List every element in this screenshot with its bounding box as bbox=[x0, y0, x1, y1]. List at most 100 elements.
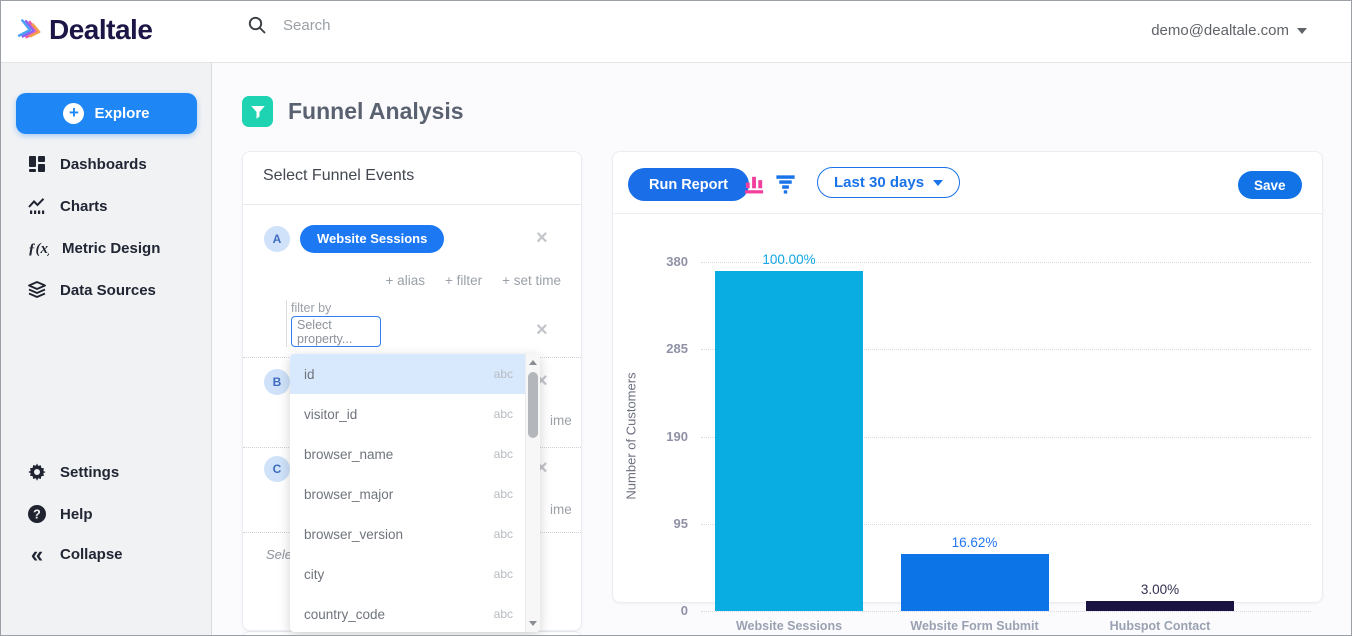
y-axis-tick: 0 bbox=[680, 603, 688, 618]
save-button[interactable]: Save bbox=[1238, 171, 1302, 199]
y-axis-tick: 190 bbox=[666, 428, 688, 444]
sidebar-item-label: Charts bbox=[60, 197, 108, 215]
step-actions: + alias + filter + set time bbox=[386, 273, 561, 288]
search-input[interactable] bbox=[283, 16, 613, 34]
percent-label: 100.00% bbox=[762, 252, 816, 268]
set-time-link-partial[interactable]: ime bbox=[550, 502, 572, 517]
set-time-link[interactable]: + set time bbox=[502, 273, 561, 288]
chevron-down-icon bbox=[1297, 27, 1307, 34]
y-axis-title: Number of Customers bbox=[623, 372, 639, 500]
funnel-bar-1[interactable] bbox=[715, 271, 863, 611]
sidebar-item-label: Metric Design bbox=[62, 239, 161, 257]
x-axis-category-label: Website Sessions bbox=[735, 619, 843, 633]
property-name: country_code bbox=[304, 606, 386, 622]
dealtale-logo[interactable]: Dealtale bbox=[15, 14, 153, 46]
panel-title: Select Funnel Events bbox=[263, 167, 415, 184]
select-funnel-events-panel: Select Funnel Events A Website Sessions … bbox=[242, 151, 582, 632]
property-name: browser_major bbox=[304, 486, 394, 502]
scroll-down-icon[interactable] bbox=[529, 621, 537, 626]
dropdown-item-id[interactable]: id abc bbox=[290, 354, 525, 394]
property-type-badge: abc bbox=[493, 407, 513, 421]
gridline bbox=[701, 349, 1311, 351]
property-type-badge: abc bbox=[493, 447, 513, 461]
user-account-menu[interactable]: demo@dealtale.com bbox=[1151, 22, 1307, 39]
dropdown-item-browser_major[interactable]: browser_major abc bbox=[290, 474, 525, 514]
percent-label: 3.00% bbox=[1140, 581, 1180, 597]
run-report-button[interactable]: Run Report bbox=[628, 168, 749, 201]
chevron-down-icon bbox=[933, 179, 944, 186]
hint-text-truncated: Sele bbox=[266, 547, 293, 562]
sidebar-item-collapse[interactable]: « Collapse bbox=[1, 535, 211, 574]
gridline bbox=[701, 262, 1311, 263]
add-filter-link[interactable]: + filter bbox=[444, 273, 483, 288]
scrollbar-thumb[interactable] bbox=[528, 372, 538, 438]
y-axis-tick: 95 bbox=[673, 515, 688, 531]
dealtale-logo-icon bbox=[17, 18, 41, 39]
plus-icon: + bbox=[63, 103, 85, 124]
svg-text:?: ? bbox=[33, 507, 41, 521]
property-type-badge: abc bbox=[493, 367, 513, 381]
percent-label: 16.62% bbox=[951, 535, 998, 551]
property-name: city bbox=[304, 566, 325, 582]
dropdown-item-country_code[interactable]: country_code abc bbox=[290, 594, 525, 632]
y-axis-tick: 380 bbox=[666, 254, 688, 269]
funnel-view-icon[interactable] bbox=[774, 172, 797, 195]
settings-icon bbox=[28, 463, 46, 481]
main-content: Funnel Analysis Select Funnel Events A W… bbox=[212, 63, 1351, 635]
dropdown-scrollbar[interactable] bbox=[525, 354, 540, 632]
property-name: id bbox=[304, 366, 315, 382]
y-axis-tick: 285 bbox=[666, 341, 688, 357]
scroll-up-icon[interactable] bbox=[529, 360, 537, 365]
funnel-bar-3[interactable] bbox=[1086, 600, 1234, 611]
user-email: demo@dealtale.com bbox=[1151, 22, 1289, 39]
dropdown-item-browser_version[interactable]: browser_version abc bbox=[290, 514, 525, 554]
sidebar-item-label: Collapse bbox=[60, 546, 123, 563]
sidebar-footer: Settings ? Help « Collapse bbox=[1, 451, 211, 574]
dashboards-icon bbox=[29, 156, 45, 172]
sidebar-item-settings[interactable]: Settings bbox=[1, 451, 211, 493]
global-search[interactable] bbox=[247, 15, 667, 35]
explore-button[interactable]: + Explore bbox=[16, 93, 197, 134]
search-icon bbox=[248, 16, 266, 34]
select-property-input[interactable]: Select property... bbox=[291, 316, 381, 347]
page-title: Funnel Analysis bbox=[288, 98, 464, 124]
dropdown-item-browser_name[interactable]: browser_name abc bbox=[290, 434, 525, 474]
sidebar-item-dashboards[interactable]: Dashboards bbox=[1, 143, 211, 185]
step-badge-a: A bbox=[264, 226, 290, 252]
property-type-badge: abc bbox=[493, 487, 513, 501]
remove-event-icon[interactable]: × bbox=[536, 370, 548, 392]
explore-label: Explore bbox=[94, 105, 150, 122]
property-type-badge: abc bbox=[493, 527, 513, 541]
property-name: visitor_id bbox=[304, 406, 358, 422]
date-range-label: Last 30 days bbox=[834, 174, 925, 191]
sidebar-item-label: Dashboards bbox=[60, 155, 147, 173]
x-axis-category-label: Website Form Submit bbox=[910, 619, 1039, 633]
metric-design-icon: ƒ(x) bbox=[28, 241, 49, 257]
remove-event-icon[interactable]: × bbox=[536, 227, 548, 249]
remove-filter-icon[interactable]: × bbox=[536, 319, 548, 341]
bar-chart-view-icon[interactable] bbox=[743, 172, 766, 195]
charts-icon bbox=[28, 198, 45, 214]
event-pill-website-sessions[interactable]: Website Sessions bbox=[300, 225, 445, 253]
date-range-selector[interactable]: Last 30 days bbox=[817, 167, 961, 198]
add-alias-link[interactable]: + alias bbox=[385, 273, 425, 288]
property-dropdown-list: id abc visitor_id abc browser_name abc browser… bbox=[290, 354, 525, 632]
remove-event-icon[interactable]: × bbox=[536, 457, 548, 479]
sidebar-item-data-sources[interactable]: Data Sources bbox=[1, 269, 211, 311]
sidebar-item-metric-design[interactable]: ƒ(x) Metric Design bbox=[1, 227, 211, 269]
dropdown-item-city[interactable]: city abc bbox=[290, 554, 525, 594]
sidebar-item-charts[interactable]: Charts bbox=[1, 185, 211, 227]
property-type-badge: abc bbox=[493, 607, 513, 621]
logo-text: Dealtale bbox=[49, 14, 153, 45]
svg-text:ƒ(x): ƒ(x) bbox=[28, 241, 49, 257]
x-axis-category-label: Hubspot Contact bbox=[1109, 619, 1211, 633]
set-time-link-partial[interactable]: ime bbox=[550, 413, 572, 428]
collapse-icon: « bbox=[30, 541, 44, 567]
sidebar-item-help[interactable]: ? Help bbox=[1, 493, 211, 535]
funnel-bar-2[interactable] bbox=[900, 554, 1049, 611]
sidebar-nav: Dashboards Charts ƒ(x) Metric Design bbox=[1, 143, 211, 311]
dropdown-item-visitor_id[interactable]: visitor_id abc bbox=[290, 394, 525, 434]
help-icon: ? bbox=[28, 505, 46, 523]
property-dropdown: id abc visitor_id abc browser_name abc browser… bbox=[290, 354, 540, 632]
